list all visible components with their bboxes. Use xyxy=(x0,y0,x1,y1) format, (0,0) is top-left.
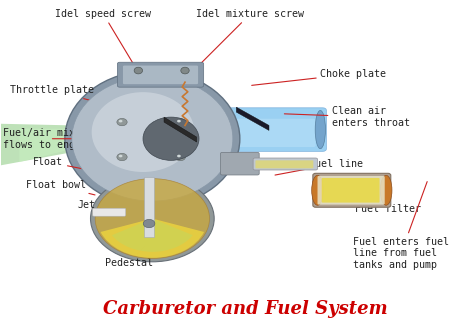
Text: Idel mixture screw: Idel mixture screw xyxy=(193,9,304,71)
Ellipse shape xyxy=(175,119,185,126)
Ellipse shape xyxy=(380,175,392,205)
FancyBboxPatch shape xyxy=(123,65,198,84)
Text: Carburetor and Fuel System: Carburetor and Fuel System xyxy=(103,300,388,318)
FancyBboxPatch shape xyxy=(213,119,316,147)
Ellipse shape xyxy=(119,155,122,157)
Text: Clean air
enters throat: Clean air enters throat xyxy=(284,106,410,128)
Text: Float: Float xyxy=(33,157,97,172)
Ellipse shape xyxy=(65,70,240,207)
FancyBboxPatch shape xyxy=(322,178,380,203)
Polygon shape xyxy=(164,117,197,142)
Ellipse shape xyxy=(177,155,181,157)
FancyBboxPatch shape xyxy=(92,208,126,216)
Ellipse shape xyxy=(95,179,210,259)
Polygon shape xyxy=(237,107,269,130)
Ellipse shape xyxy=(91,175,214,262)
Polygon shape xyxy=(19,129,73,162)
Ellipse shape xyxy=(91,92,194,172)
FancyBboxPatch shape xyxy=(313,173,391,207)
FancyBboxPatch shape xyxy=(255,160,313,168)
Ellipse shape xyxy=(315,111,326,149)
Ellipse shape xyxy=(175,153,185,161)
FancyBboxPatch shape xyxy=(318,176,385,205)
FancyBboxPatch shape xyxy=(220,152,259,175)
Text: Pedestal: Pedestal xyxy=(105,246,153,269)
Ellipse shape xyxy=(143,219,155,228)
Text: Choke plate: Choke plate xyxy=(252,69,386,86)
Text: Fuel/air mixture
flows to engine: Fuel/air mixture flows to engine xyxy=(3,128,99,150)
Ellipse shape xyxy=(143,117,199,160)
Ellipse shape xyxy=(119,120,122,123)
FancyBboxPatch shape xyxy=(207,108,327,151)
Text: Fuel filter: Fuel filter xyxy=(356,198,421,213)
Text: Float bowl: Float bowl xyxy=(27,180,95,195)
Wedge shape xyxy=(100,218,204,258)
Text: Fuel line: Fuel line xyxy=(275,159,363,175)
Ellipse shape xyxy=(312,175,323,205)
FancyBboxPatch shape xyxy=(253,158,318,170)
FancyBboxPatch shape xyxy=(118,62,204,87)
Text: Fuel enters fuel
line from fuel
tanks and pump: Fuel enters fuel line from fuel tanks an… xyxy=(353,182,449,270)
Wedge shape xyxy=(112,218,193,252)
Text: Jet: Jet xyxy=(78,200,123,213)
Ellipse shape xyxy=(208,111,218,149)
Ellipse shape xyxy=(117,119,127,126)
Ellipse shape xyxy=(181,67,189,74)
Polygon shape xyxy=(0,124,73,165)
Ellipse shape xyxy=(72,76,233,201)
Ellipse shape xyxy=(134,67,143,74)
Text: Throttle plate: Throttle plate xyxy=(10,86,109,105)
Ellipse shape xyxy=(117,153,127,161)
FancyBboxPatch shape xyxy=(144,177,154,237)
Ellipse shape xyxy=(177,120,181,123)
Text: Idel speed screw: Idel speed screw xyxy=(55,9,151,71)
